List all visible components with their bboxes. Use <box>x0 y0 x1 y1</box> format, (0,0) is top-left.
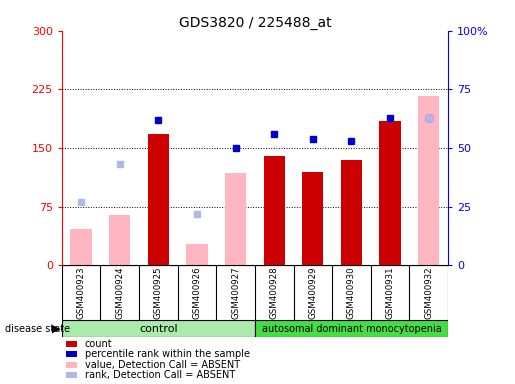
Text: GSM400926: GSM400926 <box>193 266 201 319</box>
Bar <box>65 341 77 347</box>
Text: control: control <box>139 324 178 334</box>
Text: GSM400927: GSM400927 <box>231 266 240 319</box>
Text: value, Detection Call = ABSENT: value, Detection Call = ABSENT <box>85 360 240 370</box>
Bar <box>255 321 448 336</box>
Bar <box>186 243 208 265</box>
Text: GSM400930: GSM400930 <box>347 266 356 319</box>
Bar <box>65 362 77 367</box>
Text: GSM400924: GSM400924 <box>115 266 124 319</box>
Bar <box>65 372 77 378</box>
Text: GSM400923: GSM400923 <box>77 266 85 319</box>
Bar <box>109 215 130 265</box>
Text: autosomal dominant monocytopenia: autosomal dominant monocytopenia <box>262 324 441 334</box>
Bar <box>418 96 439 265</box>
Text: GSM400928: GSM400928 <box>270 266 279 319</box>
Bar <box>380 121 401 265</box>
Text: ▶: ▶ <box>52 324 60 334</box>
Text: disease state: disease state <box>5 324 70 334</box>
Bar <box>341 160 362 265</box>
Bar <box>264 156 285 265</box>
Title: GDS3820 / 225488_at: GDS3820 / 225488_at <box>179 16 331 30</box>
Bar <box>71 228 92 265</box>
Bar <box>148 134 169 265</box>
Text: percentile rank within the sample: percentile rank within the sample <box>85 349 250 359</box>
Text: rank, Detection Call = ABSENT: rank, Detection Call = ABSENT <box>85 370 235 380</box>
Text: GSM400932: GSM400932 <box>424 266 433 319</box>
Text: GSM400925: GSM400925 <box>154 266 163 319</box>
Bar <box>302 172 323 265</box>
Text: count: count <box>85 339 113 349</box>
Bar <box>225 173 246 265</box>
Text: GSM400929: GSM400929 <box>308 267 317 319</box>
Text: GSM400931: GSM400931 <box>386 266 394 319</box>
Bar <box>65 351 77 357</box>
Bar <box>62 321 255 336</box>
